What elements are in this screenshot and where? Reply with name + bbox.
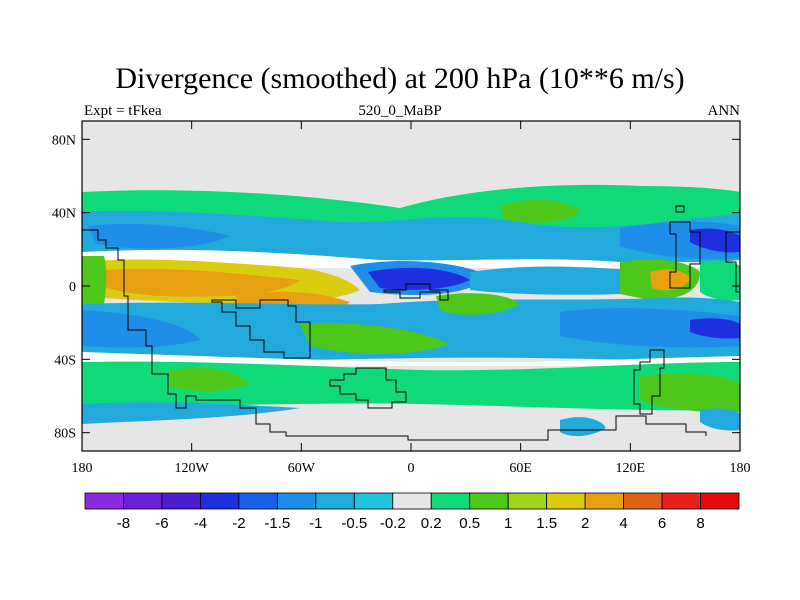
y-tick-label: 40N [52, 207, 76, 222]
colorbar-label: -4 [194, 515, 207, 532]
contour-band [82, 310, 200, 348]
colorbar-label: -6 [155, 515, 168, 532]
colorbar-label: -0.5 [341, 515, 367, 532]
contour-band [700, 260, 740, 301]
x-tick-label: 180 [730, 461, 751, 476]
season-label: ANN [707, 103, 741, 119]
contour-band [560, 417, 606, 437]
colorbar-swatch [276, 492, 317, 510]
y-tick-label: 80N [52, 133, 76, 148]
coastline [675, 205, 685, 213]
colorbar-swatch [661, 492, 701, 510]
colorbar-label: -1 [309, 515, 322, 532]
colorbar-swatch [584, 492, 624, 510]
colorbar-label: 2 [581, 515, 589, 532]
contour-field [82, 184, 740, 437]
contour-band [82, 210, 740, 262]
colorbar-label: -1.5 [264, 515, 290, 532]
colorbar-swatch [123, 492, 163, 510]
colorbar-swatch [469, 492, 509, 510]
contour-band [690, 318, 740, 339]
time-label: 520_0_MaBP [358, 103, 442, 119]
x-tick-label: 120W [175, 461, 210, 476]
x-tick-label: 60E [509, 461, 532, 476]
plot-title: Divergence (smoothed) at 200 hPa (10**6 … [115, 62, 685, 95]
x-tick-label: 60W [288, 461, 316, 476]
colorbar-label: -0.2 [380, 515, 406, 532]
colorbar-label: 0.5 [459, 515, 480, 532]
colorbar: -8 -6 -4 -2 -1.5 -1 -0.5 -0.2 0.2 0.5 1 1.5 2 4 6 8 [84, 492, 740, 532]
contour-band [436, 293, 520, 315]
x-tick-label: 180 [72, 461, 93, 476]
contour-band [82, 361, 740, 411]
colorbar-swatch [353, 492, 394, 510]
x-axis: 180 120W 60W 0 60E 120E 180 [72, 121, 751, 476]
y-tick-label: 0 [69, 280, 76, 295]
colorbar-swatch [84, 492, 124, 510]
contour-band [368, 267, 470, 290]
contour-band [300, 323, 450, 354]
contour-band [560, 308, 740, 348]
coastline [633, 349, 665, 415]
contour-band [104, 268, 300, 297]
colorbar-swatch [200, 492, 240, 510]
colorbar-swatch [315, 492, 355, 510]
colorbar-label: -2 [232, 515, 245, 532]
contour-band [88, 223, 230, 249]
coastline [329, 367, 407, 409]
coastline [82, 229, 707, 441]
coastline [211, 299, 311, 359]
colorbar-label: 1 [504, 515, 512, 532]
contour-band [82, 249, 740, 268]
colorbar-swatch [238, 492, 278, 510]
coastlines [82, 205, 740, 441]
coastline [725, 231, 740, 293]
colorbar-label: 4 [619, 515, 627, 532]
x-tick-label: 120E [616, 461, 646, 476]
coastline [669, 221, 701, 289]
colorbar-label: -8 [117, 515, 130, 532]
colorbar-swatch [623, 492, 663, 510]
contour-band [690, 228, 740, 253]
contour-band [170, 367, 250, 391]
colorbar-swatch [546, 492, 586, 510]
contour-band [470, 266, 660, 295]
colorbar-swatch [430, 492, 471, 510]
contour-band [82, 256, 107, 304]
colorbar-swatch [507, 492, 548, 510]
experiment-label: Expt = tFkea [84, 103, 162, 119]
y-tick-label: 40S [54, 353, 76, 368]
contour-band [500, 199, 580, 223]
colorbar-swatch [161, 492, 201, 510]
colorbar-label: 6 [658, 515, 666, 532]
colorbar-label: 0.2 [421, 515, 442, 532]
contour-band [82, 352, 740, 366]
y-tick-label: 80S [54, 427, 76, 442]
coastline [383, 283, 449, 301]
colorbar-swatch [700, 492, 740, 510]
colorbar-label: 8 [696, 515, 704, 532]
contour-band [640, 373, 740, 413]
x-tick-label: 0 [408, 461, 415, 476]
colorbar-swatch [392, 492, 432, 510]
contour-band [700, 408, 740, 431]
colorbar-label: 1.5 [536, 515, 557, 532]
y-axis: 80N 40N 0 40S 80S [52, 133, 740, 442]
